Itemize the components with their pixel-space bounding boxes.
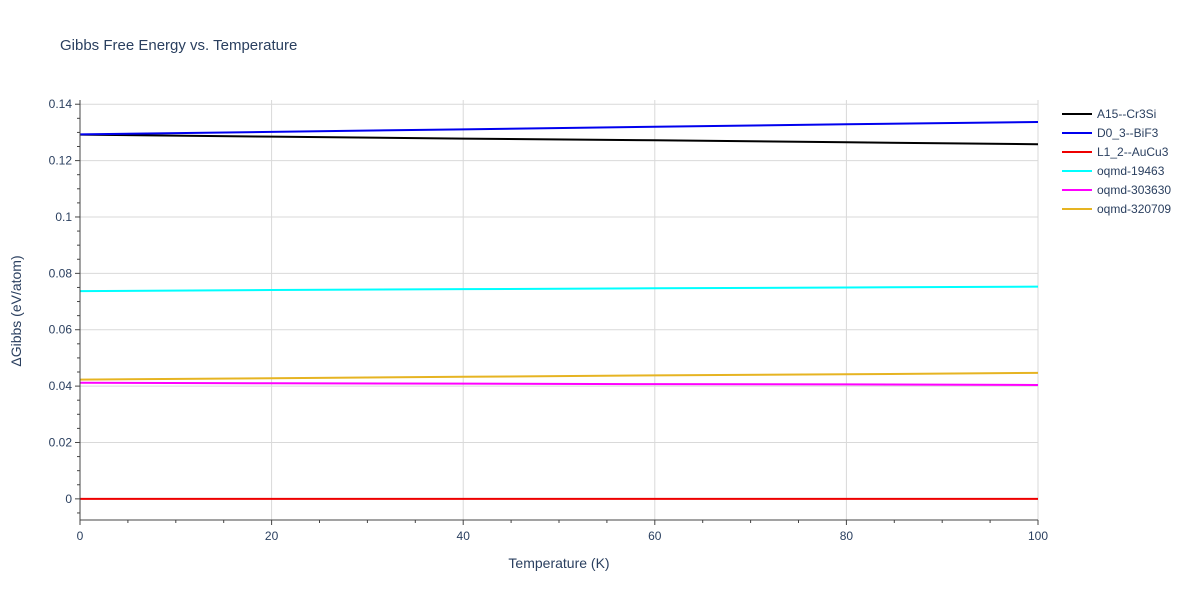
minor-ticks xyxy=(75,103,1039,525)
y-tick-label: 0.04 xyxy=(49,379,73,393)
legend-label: oqmd-19463 xyxy=(1097,164,1165,178)
legend: A15--Cr3Si D0_3--BiF3 L1_2--AuCu3 oqmd-1946… xyxy=(1062,107,1171,216)
x-axis-label: Temperature (K) xyxy=(508,555,609,571)
y-axis-label: ΔGibbs (eV/atom) xyxy=(8,255,24,366)
y-tick-label: 0.02 xyxy=(49,435,73,449)
y-tick-label: 0.06 xyxy=(49,323,73,337)
y-tick-label: 0 xyxy=(65,492,72,506)
y-tick-label: 0.12 xyxy=(49,154,73,168)
legend-label: L1_2--AuCu3 xyxy=(1097,145,1169,159)
series-line xyxy=(79,371,1039,381)
legend-label: D0_3--BiF3 xyxy=(1097,126,1159,140)
x-tick-label: 20 xyxy=(265,529,279,543)
legend-label: A15--Cr3Si xyxy=(1097,107,1156,121)
y-tick-labels: 0 0.02 0.04 0.06 0.08 0.1 0.12 0.14 xyxy=(49,97,73,506)
series-line xyxy=(79,120,1039,136)
axes xyxy=(79,100,1038,521)
x-tick-label: 80 xyxy=(840,529,854,543)
series-line xyxy=(79,285,1039,293)
x-tick-label: 60 xyxy=(648,529,662,543)
x-tick-label: 0 xyxy=(77,529,84,543)
y-tick-label: 0.14 xyxy=(49,97,73,111)
grid-lines xyxy=(80,100,1039,520)
series-line xyxy=(79,381,1039,386)
x-tick-labels: 0 20 40 60 80 100 xyxy=(77,529,1049,543)
x-tick-label: 100 xyxy=(1028,529,1048,543)
legend-label: oqmd-303630 xyxy=(1097,183,1171,197)
legend-label: oqmd-320709 xyxy=(1097,202,1171,216)
chart-title: Gibbs Free Energy vs. Temperature xyxy=(60,37,297,54)
y-tick-label: 0.1 xyxy=(55,210,72,224)
series-lines xyxy=(79,120,1039,500)
y-tick-label: 0.08 xyxy=(49,266,73,280)
x-tick-label: 40 xyxy=(457,529,471,543)
series-line xyxy=(79,133,1039,146)
